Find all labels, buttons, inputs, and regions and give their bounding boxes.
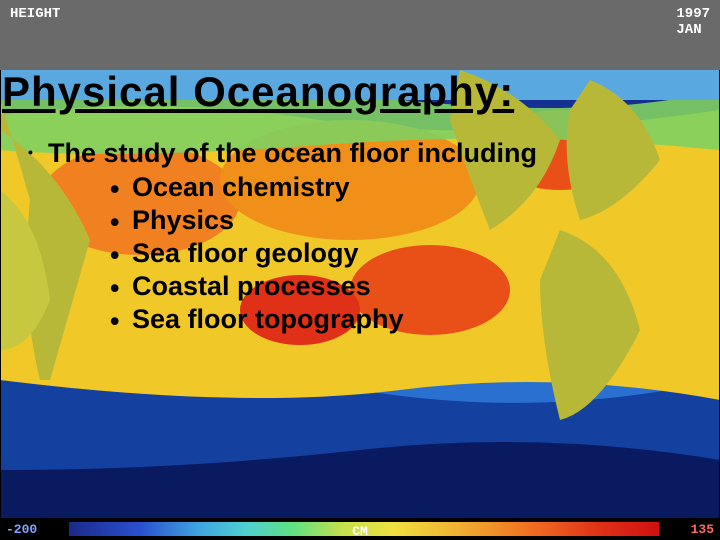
colorbar-unit: CM [352,524,368,539]
main-bullet: The study of the ocean floor including [0,138,720,169]
sub-bullet: Coastal processes [132,270,720,303]
sub-bullet-list: Ocean chemistry Physics Sea floor geolog… [0,171,720,336]
map-header-bar: HEIGHT 1997 JAN [0,0,720,70]
sub-bullet: Sea floor geology [132,237,720,270]
header-left-label: HEIGHT [10,6,60,64]
colorbar-max: 135 [691,522,714,537]
header-date-label: 1997 JAN [676,6,710,64]
sub-bullet: Sea floor topography [132,303,720,336]
sub-bullet: Physics [132,204,720,237]
slide-text-area: Physical Oceanography: The study of the … [0,70,720,336]
slide-title: Physical Oceanography: [0,68,720,116]
colorbar-min: -200 [6,522,37,537]
colorbar: -200 CM 135 [0,518,720,540]
sub-bullet: Ocean chemistry [132,171,720,204]
